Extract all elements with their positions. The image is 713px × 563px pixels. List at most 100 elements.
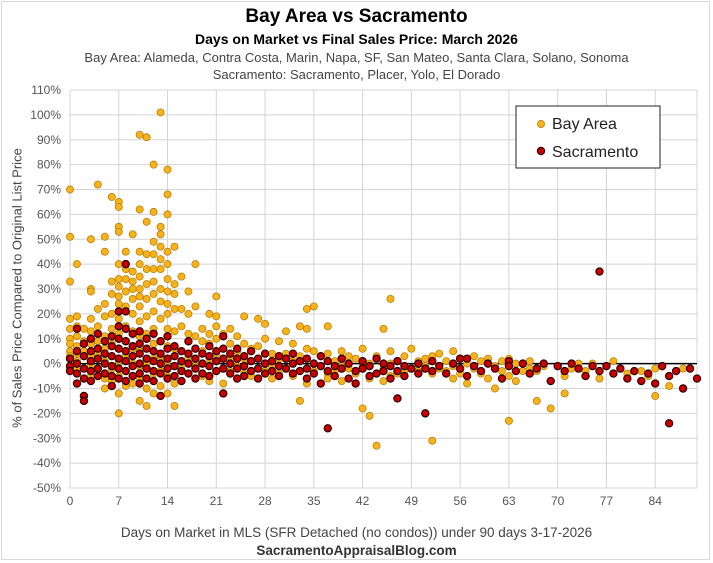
data-point-sacramento bbox=[79, 374, 89, 383]
data-point-sacramento bbox=[504, 361, 514, 371]
data-point-sacramento bbox=[274, 351, 284, 361]
data-point-bay-area bbox=[163, 389, 172, 398]
data-point-bay-area bbox=[142, 217, 151, 226]
data-point-sacramento bbox=[644, 369, 653, 378]
data-point-sacramento bbox=[93, 364, 103, 373]
data-point-sacramento bbox=[288, 359, 298, 368]
data-point-sacramento bbox=[100, 337, 110, 346]
data-point-sacramento bbox=[232, 374, 242, 383]
data-point-bay-area bbox=[66, 324, 74, 333]
data-point-bay-area bbox=[66, 314, 74, 323]
y-tick-label: -20% bbox=[33, 406, 61, 420]
data-point-sacramento bbox=[219, 389, 228, 398]
data-point-sacramento bbox=[414, 359, 423, 368]
data-point-sacramento bbox=[539, 359, 548, 368]
data-point-bay-area bbox=[142, 401, 151, 410]
data-point-sacramento bbox=[379, 359, 388, 368]
data-point-sacramento bbox=[567, 359, 576, 368]
data-point-bay-area bbox=[309, 347, 318, 356]
data-point-bay-area bbox=[177, 322, 186, 331]
data-point-sacramento bbox=[149, 366, 158, 376]
data-point-sacramento bbox=[365, 361, 374, 371]
data-point-sacramento bbox=[532, 364, 541, 373]
legend-label-bay-area: Bay Area bbox=[552, 116, 617, 133]
legend-label-sacramento: Sacramento bbox=[552, 144, 638, 161]
data-point-bay-area bbox=[86, 235, 95, 244]
y-tick-label: -50% bbox=[33, 481, 61, 495]
data-point-bay-area bbox=[73, 260, 81, 269]
data-point-sacramento bbox=[309, 369, 319, 378]
data-point-bay-area bbox=[170, 327, 179, 336]
data-point-sacramento bbox=[393, 394, 402, 403]
data-point-bay-area bbox=[100, 299, 109, 308]
chart-title: Bay Area vs Sacramento bbox=[245, 6, 468, 27]
data-point-sacramento bbox=[302, 364, 312, 373]
data-point-sacramento bbox=[330, 371, 339, 381]
data-point-sacramento bbox=[525, 369, 535, 378]
data-point-sacramento bbox=[170, 351, 179, 361]
data-point-sacramento bbox=[86, 356, 96, 366]
data-point-sacramento bbox=[414, 369, 423, 378]
data-point-bay-area bbox=[156, 108, 165, 117]
data-point-sacramento bbox=[205, 371, 214, 381]
data-point-bay-area bbox=[149, 237, 158, 246]
data-point-bay-area bbox=[546, 404, 555, 413]
data-point-bay-area bbox=[435, 349, 444, 358]
data-point-sacramento bbox=[128, 361, 137, 371]
data-point-sacramento bbox=[253, 354, 263, 363]
data-point-sacramento bbox=[121, 324, 130, 333]
data-point-sacramento bbox=[616, 364, 625, 373]
data-point-sacramento bbox=[365, 371, 374, 381]
data-point-sacramento bbox=[191, 374, 200, 383]
data-point-sacramento bbox=[518, 359, 528, 368]
data-point-sacramento bbox=[574, 364, 583, 373]
data-point-sacramento bbox=[205, 361, 214, 371]
data-point-sacramento bbox=[86, 366, 96, 376]
data-point-sacramento bbox=[267, 366, 277, 376]
data-point-bay-area bbox=[240, 312, 249, 321]
data-point-bay-area bbox=[295, 322, 304, 331]
data-point-bay-area bbox=[128, 379, 137, 388]
data-point-bay-area bbox=[205, 329, 214, 338]
data-point-bay-area bbox=[184, 287, 193, 296]
data-point-bay-area bbox=[170, 290, 179, 298]
data-point-bay-area bbox=[226, 324, 235, 333]
data-point-bay-area bbox=[114, 389, 123, 398]
data-point-bay-area bbox=[163, 309, 172, 318]
y-tick-label: -30% bbox=[33, 431, 61, 445]
data-point-bay-area bbox=[428, 436, 437, 445]
data-point-sacramento bbox=[239, 371, 249, 381]
data-point-sacramento bbox=[114, 364, 123, 373]
y-tick-label: 40% bbox=[37, 257, 61, 271]
data-point-bay-area bbox=[379, 324, 388, 333]
data-point-bay-area bbox=[66, 339, 74, 348]
y-tick-labels: -50% -40% -30% -20% -10% 0% 10% 20% 30% 40% 50% 60%… bbox=[30, 83, 61, 495]
data-point-bay-area bbox=[86, 327, 95, 336]
data-point-sacramento bbox=[435, 361, 444, 371]
x-tick-label: 56 bbox=[453, 494, 467, 508]
data-point-bay-area bbox=[163, 287, 172, 296]
data-point-sacramento bbox=[198, 349, 207, 358]
data-point-bay-area bbox=[142, 312, 151, 321]
data-point-sacramento bbox=[630, 366, 639, 376]
x-tick-label: 0 bbox=[67, 494, 74, 508]
data-point-bay-area bbox=[114, 409, 123, 418]
legend-marker-sacramento bbox=[536, 146, 546, 156]
data-point-sacramento bbox=[490, 364, 500, 373]
data-point-sacramento bbox=[664, 371, 674, 381]
data-point-sacramento bbox=[511, 366, 521, 376]
data-point-sacramento bbox=[246, 346, 256, 356]
data-point-bay-area bbox=[100, 312, 109, 321]
data-point-bay-area bbox=[184, 309, 193, 318]
data-point-bay-area bbox=[288, 339, 297, 348]
data-point-sacramento bbox=[107, 342, 117, 351]
data-point-bay-area bbox=[156, 314, 165, 323]
data-point-sacramento bbox=[93, 371, 103, 381]
data-point-sacramento bbox=[274, 361, 284, 371]
data-point-bay-area bbox=[302, 344, 311, 353]
data-point-sacramento bbox=[184, 359, 193, 368]
data-point-bay-area bbox=[170, 242, 179, 251]
data-point-sacramento bbox=[483, 359, 493, 368]
data-point-sacramento bbox=[65, 354, 75, 363]
data-point-sacramento bbox=[100, 359, 110, 368]
